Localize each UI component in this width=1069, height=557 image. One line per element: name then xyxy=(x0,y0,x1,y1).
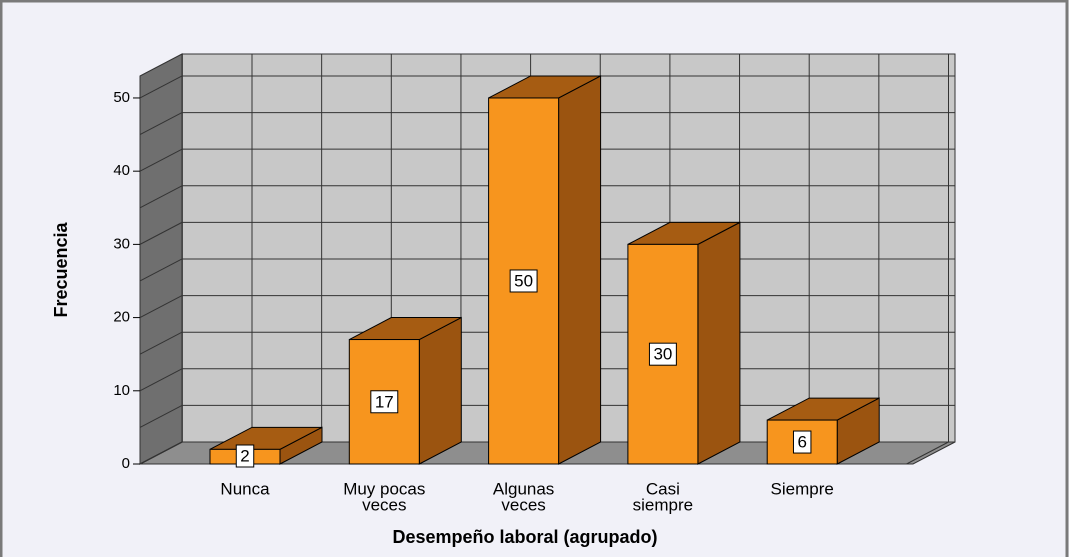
value-label-box xyxy=(370,390,399,414)
y-tick-label: 0 xyxy=(122,455,130,472)
value-label: 30 xyxy=(653,345,672,364)
grid-line xyxy=(139,368,183,392)
value-label: 17 xyxy=(375,392,394,411)
grid-line xyxy=(139,295,183,319)
bar-side xyxy=(418,316,462,465)
y-tick-label: 20 xyxy=(113,309,130,326)
value-label: 50 xyxy=(514,271,533,290)
x-tick-label: veces xyxy=(501,495,545,514)
minor-grid-line xyxy=(139,258,183,282)
x-tick-label: Siempre xyxy=(771,479,834,498)
minor-grid-line xyxy=(139,404,183,428)
grid-line xyxy=(139,441,183,465)
minor-grid-line xyxy=(139,112,183,136)
bar-side xyxy=(697,221,741,465)
value-label-box xyxy=(792,430,812,454)
grid-line xyxy=(139,148,183,172)
x-tick-label: Casi xyxy=(646,479,680,498)
bar-side xyxy=(558,75,602,465)
y-tick-label: 10 xyxy=(113,382,130,399)
x-axis-label: Desempeño laboral (agrupado) xyxy=(392,527,657,547)
minor-grid-line xyxy=(139,185,183,209)
y-tick-label: 30 xyxy=(113,235,130,252)
x-tick-label: Muy pocas xyxy=(343,479,425,498)
x-tick-label: siempre xyxy=(633,495,693,514)
y-tick-label: 50 xyxy=(113,89,130,106)
x-tick-label: veces xyxy=(362,495,406,514)
minor-grid-line xyxy=(139,331,183,355)
value-label: 6 xyxy=(797,433,806,452)
y-axis-label: Frecuencia xyxy=(51,221,71,317)
x-tick-label: Nunca xyxy=(220,479,270,498)
grid-line xyxy=(139,75,183,99)
floor-line xyxy=(906,441,949,465)
value-label-box xyxy=(509,269,538,293)
y-tick-label: 40 xyxy=(113,162,130,179)
value-label-box xyxy=(648,342,677,366)
value-label-box xyxy=(235,444,255,468)
value-label: 2 xyxy=(240,446,249,465)
grid-line xyxy=(139,221,183,245)
x-tick-label: Algunas xyxy=(493,479,554,498)
